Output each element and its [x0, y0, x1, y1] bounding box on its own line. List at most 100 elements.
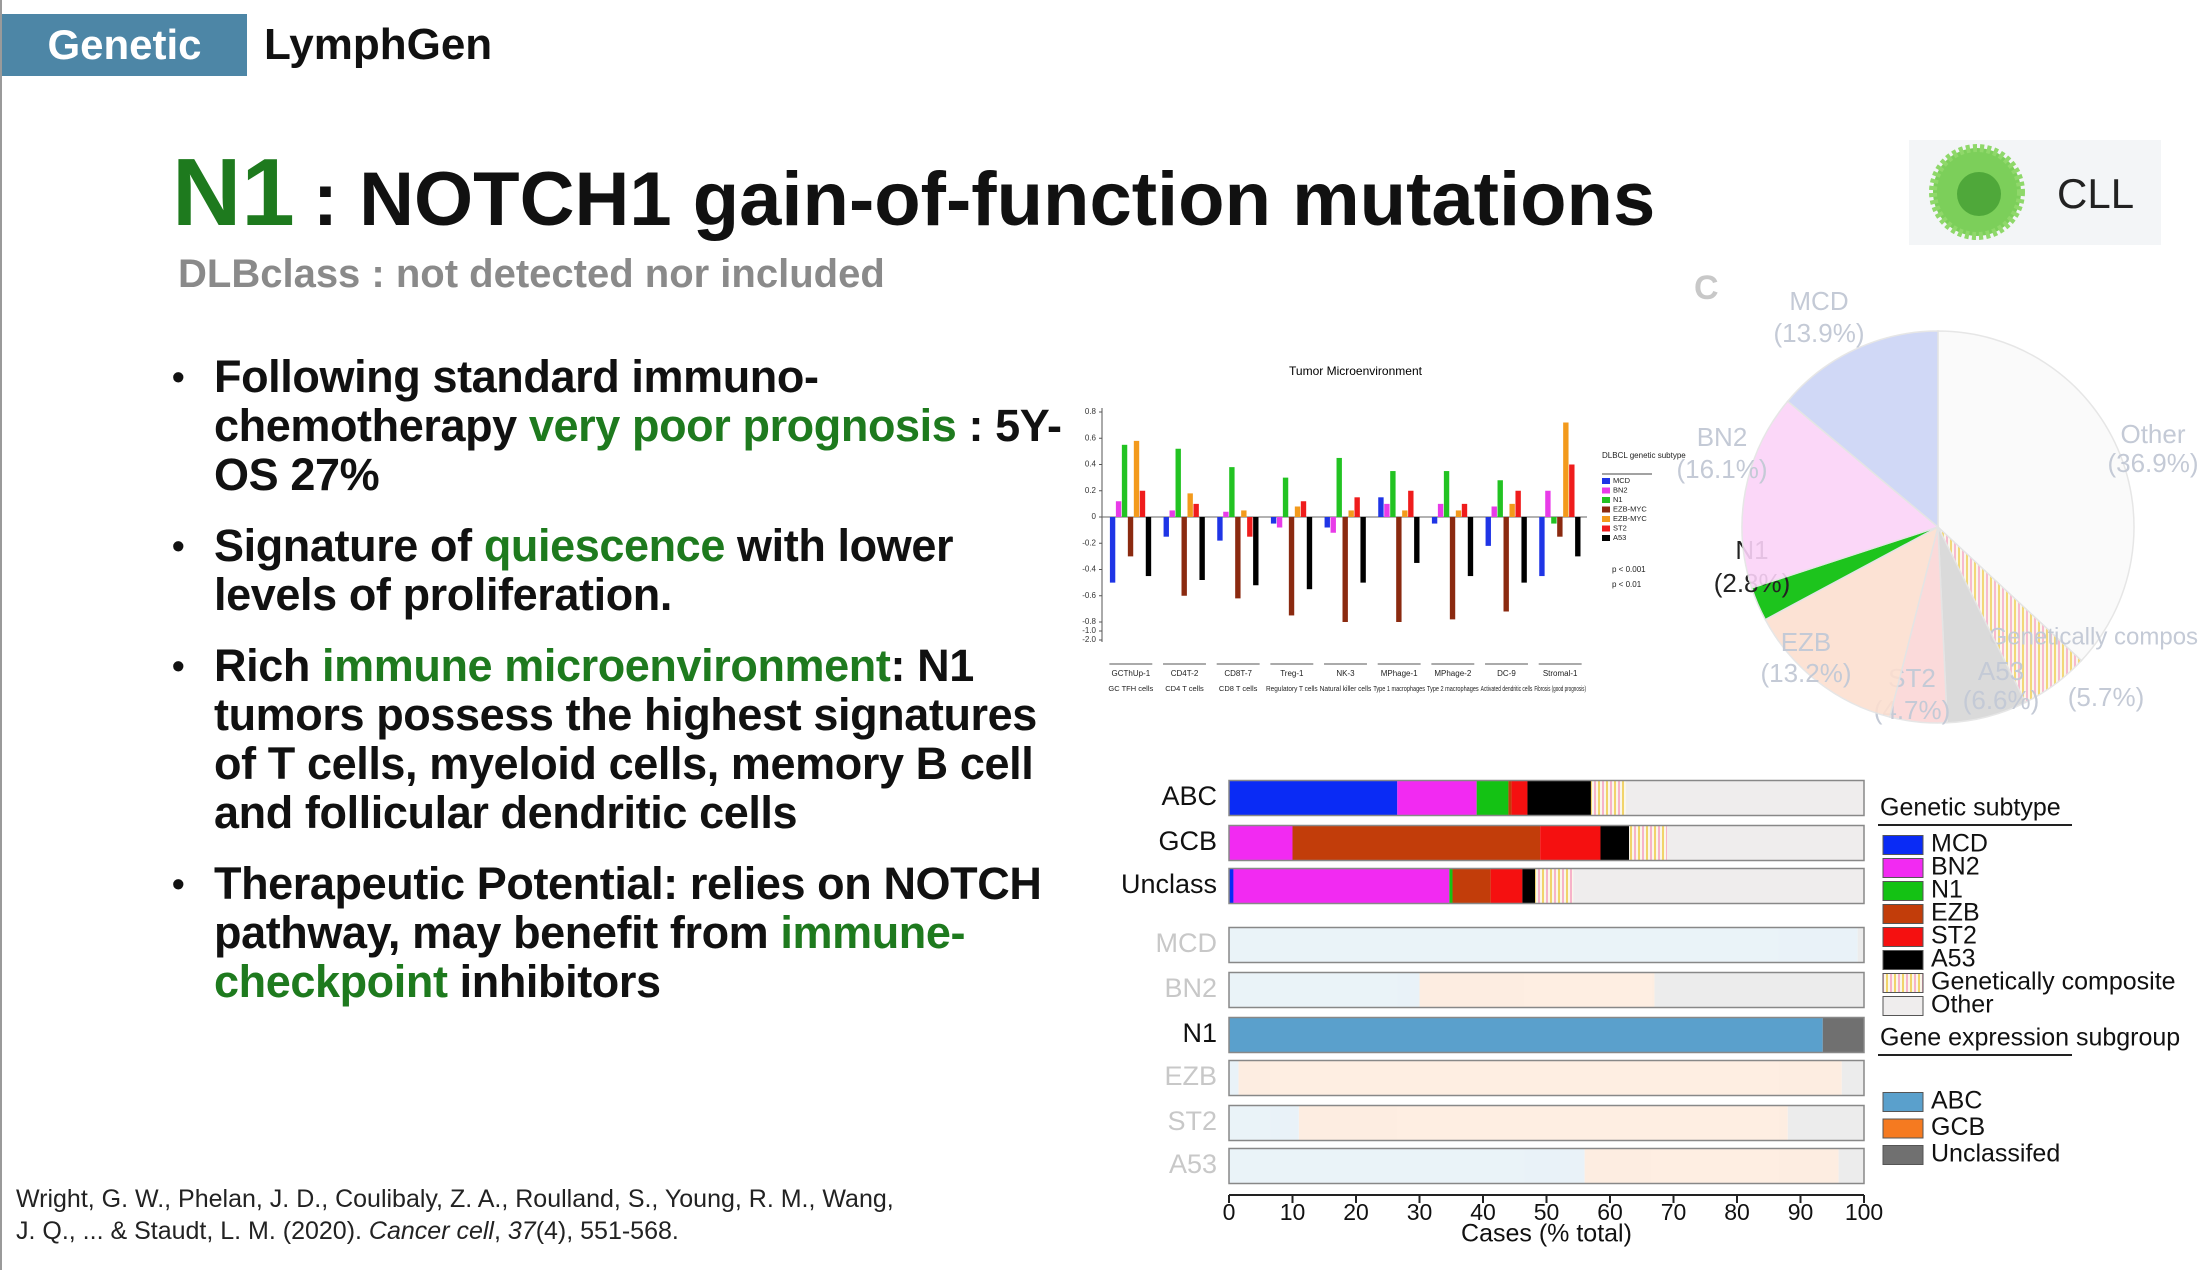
legend-swatch [1882, 881, 1924, 901]
bar-segment [1229, 1105, 1299, 1141]
bar [1348, 510, 1354, 517]
legend-title: DLBCL genetic subtype [1602, 451, 1686, 460]
bar-segment [1654, 972, 1864, 1008]
bar [1187, 493, 1193, 517]
bar-segment [1600, 825, 1630, 861]
x-tick-label: Stromal-1 [1543, 669, 1578, 678]
row-label: Unclass [1121, 869, 1217, 899]
bar-segment [1584, 1148, 1839, 1184]
bar-segment [1490, 868, 1523, 904]
bar-segment [1508, 780, 1512, 816]
citation-part: Wright, G. W., Phelan, J. D., Coulibaly,… [16, 1185, 894, 1245]
bar [1569, 464, 1575, 517]
bar-segment [1238, 1060, 1842, 1096]
x-tick-label: 20 [1343, 1199, 1369, 1225]
bar-segment [1838, 1148, 1864, 1184]
bullet: Signature of quiescence with lower level… [172, 521, 1062, 619]
section-tag: Genetic [2, 14, 247, 76]
slice-label: Other [2120, 419, 2185, 449]
category-description: Natural killer cells [1320, 684, 1372, 693]
bar-row [1229, 780, 1864, 816]
bar-outline [1228, 867, 1865, 905]
legend-swatch [1882, 1118, 1924, 1139]
bar-segment [1229, 927, 1858, 963]
citation-part: 37 [507, 1217, 536, 1245]
x-tick-label: CD4T-2 [1171, 669, 1199, 678]
x-tick-label: MPhage-2 [1434, 669, 1471, 678]
bar [1539, 517, 1545, 577]
bar [1354, 497, 1360, 517]
bar [1241, 510, 1247, 517]
legend-swatch [1602, 535, 1610, 541]
bar-outline [1228, 1016, 1865, 1054]
bar-outline [1228, 971, 1865, 1009]
category-description: Activated dendritic cells [1481, 684, 1533, 693]
bar [1575, 517, 1581, 557]
bar-row [1229, 1148, 1864, 1184]
slice-value: (36.9%) [2107, 448, 2198, 478]
bar-segment [1522, 868, 1536, 904]
legend-swatch [1602, 525, 1610, 532]
bar-segment [1857, 927, 1864, 963]
bullet: Therapeutic Potential: relies on NOTCH p… [172, 859, 1062, 1006]
bar [1360, 517, 1366, 583]
legend-label: ST2 [1931, 922, 1977, 950]
bar [1282, 477, 1289, 517]
bullet-emphasis: immune microenvironment [322, 640, 891, 691]
legend-swatch [1882, 973, 1924, 993]
category-description: Type 2 macrophages [1427, 684, 1479, 693]
legend-note: p < 0.001 [1612, 565, 1646, 574]
cell-nucleus [1957, 172, 2001, 216]
panel-label: C [1694, 269, 1719, 307]
x-tick-label: NK-3 [1336, 669, 1355, 678]
x-tick-label: Treg-1 [1280, 669, 1304, 678]
x-tick-label: DC-9 [1497, 669, 1516, 678]
bar-outline [1228, 1147, 1865, 1185]
bar [1503, 517, 1509, 612]
legend-swatch [1602, 478, 1610, 484]
bar [1431, 517, 1438, 524]
pie-slice [1741, 400, 1940, 589]
bar-row [1229, 1060, 1864, 1096]
legend-swatch [1602, 506, 1610, 513]
bar [1336, 457, 1342, 517]
bullet-text: Therapeutic Potential: relies on NOTCH p… [214, 858, 1042, 958]
badge-label: CLL [2057, 170, 2135, 217]
category-description: Regulatory T cells [1266, 684, 1318, 693]
bar-segment [1452, 868, 1491, 904]
bar [1402, 510, 1408, 517]
y-tick-label: 0.2 [1085, 486, 1097, 495]
x-tick-label: 60 [1597, 1199, 1623, 1225]
bar [1288, 517, 1295, 616]
bar-outline [1228, 1104, 1865, 1142]
bar [1384, 503, 1390, 517]
x-tick-label: 40 [1470, 1199, 1496, 1225]
x-tick-label: CD8T-7 [1224, 669, 1252, 678]
pie-slice [1937, 330, 2135, 662]
x-tick-label: 50 [1534, 1199, 1560, 1225]
legend-swatch [1602, 516, 1610, 522]
y-tick-label: 0.8 [1085, 407, 1097, 416]
cell-icon [1929, 144, 2025, 240]
legend-note: p < 0.01 [1612, 580, 1642, 589]
slice-label: A53 [1978, 656, 2024, 686]
bar-segment [1590, 780, 1626, 816]
bar [1193, 503, 1199, 517]
bar [1223, 511, 1229, 517]
bar-segment [1625, 780, 1864, 816]
legend-title: Genetic subtype [1880, 794, 2061, 822]
x-tick-label: 10 [1280, 1199, 1306, 1225]
slice-value: (16.1%) [1676, 454, 1767, 484]
bar [1199, 517, 1205, 580]
legend-label: MCD [1931, 830, 1988, 858]
bar-outline [1228, 824, 1865, 862]
slide-title: N1: NOTCH1 gain-of-function mutations [172, 138, 1655, 248]
category-description: GC TFH cells [1108, 684, 1153, 693]
y-tick-label: -0.6 [1082, 591, 1096, 600]
y-tick-label: 0.4 [1085, 460, 1097, 469]
bar [1497, 480, 1503, 517]
slice-value: (6.6%) [1963, 685, 2040, 715]
legend-label: Unclassifed [1931, 1140, 2060, 1168]
bar-segment [1573, 868, 1864, 904]
